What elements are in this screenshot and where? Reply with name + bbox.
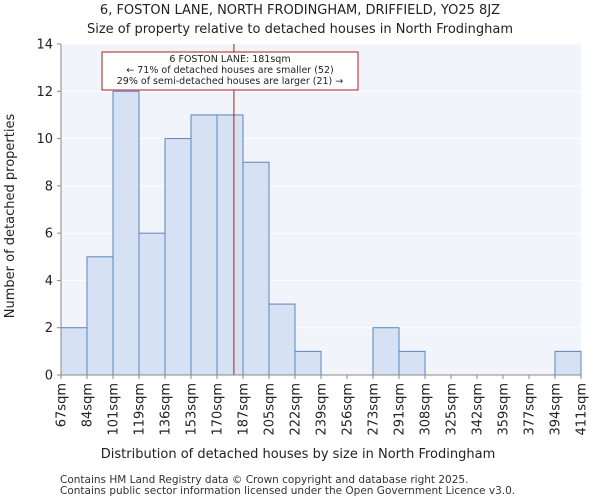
x-tick-label: 222sqm xyxy=(289,383,304,436)
x-tick-label: 411sqm xyxy=(575,383,590,436)
x-tick-label: 256sqm xyxy=(341,383,356,436)
histogram-bar xyxy=(138,232,166,376)
footer-line-2: Contains public sector information licen… xyxy=(60,485,515,497)
x-tick-label: 308sqm xyxy=(419,383,434,436)
x-tick-label: 291sqm xyxy=(393,383,408,436)
y-axis-ticks: 0 2 4 6 8 10 12 14 xyxy=(36,38,61,384)
x-tick-label: 377sqm xyxy=(523,383,538,436)
annotation-border xyxy=(101,51,359,91)
histogram-bar xyxy=(554,350,582,376)
y-tick-label: 6 xyxy=(45,227,53,242)
y-tick-label: 10 xyxy=(36,132,53,147)
histogram-bar xyxy=(294,350,322,376)
x-tick-label: 67sqm xyxy=(55,383,70,427)
y-tick-label: 2 xyxy=(45,321,53,336)
x-tick-label: 84sqm xyxy=(81,383,96,427)
annotation-line-3: 29% of semi-detached houses are larger (… xyxy=(117,76,344,87)
histogram-bar xyxy=(112,90,140,376)
x-tick-label: 136sqm xyxy=(159,383,174,436)
x-tick-label: 325sqm xyxy=(445,383,460,436)
footer-line-1: Contains HM Land Registry data © Crown c… xyxy=(60,474,468,486)
x-tick-label: 205sqm xyxy=(263,383,278,436)
y-tick-label: 4 xyxy=(45,274,53,289)
annotation-line-1: 6 FOSTON LANE: 181sqm xyxy=(169,54,290,65)
x-tick-label: 273sqm xyxy=(367,383,382,436)
histogram-bar xyxy=(216,114,244,376)
histogram-bar xyxy=(60,327,88,376)
bars xyxy=(60,90,582,376)
histogram-bar xyxy=(398,350,426,376)
chart-title: 6, FOSTON LANE, NORTH FRODINGHAM, DRIFFI… xyxy=(100,3,500,18)
histogram-bar xyxy=(86,256,114,376)
y-tick-label: 0 xyxy=(45,369,53,384)
y-tick-label: 12 xyxy=(36,85,53,100)
x-tick-label: 153sqm xyxy=(185,383,200,436)
x-tick-label: 359sqm xyxy=(497,383,512,436)
x-axis-label: Distribution of detached houses by size … xyxy=(101,447,496,462)
x-tick-label: 342sqm xyxy=(471,383,486,436)
annotation-line-2: ← 71% of detached houses are smaller (52… xyxy=(126,65,333,76)
x-axis-ticks: 67sqm 84sqm 101sqm 119sqm 136sqm 153sqm 170sqm… xyxy=(55,375,590,436)
x-tick-label: 187sqm xyxy=(237,383,252,436)
x-tick-label: 119sqm xyxy=(133,383,148,436)
annotation-box: 6 FOSTON LANE: 181sqm ← 71% of detached … xyxy=(101,51,359,91)
x-tick-label: 170sqm xyxy=(211,383,226,436)
histogram-bar xyxy=(242,161,270,376)
x-tick-label: 239sqm xyxy=(315,383,330,436)
histogram-bar xyxy=(190,114,218,376)
y-tick-label: 14 xyxy=(36,38,53,53)
y-axis-label: Number of detached properties xyxy=(3,114,18,319)
histogram-bar xyxy=(164,138,192,376)
x-tick-label: 101sqm xyxy=(107,383,122,436)
y-tick-label: 8 xyxy=(45,179,53,194)
histogram-bar xyxy=(372,327,400,376)
histogram-bar xyxy=(268,303,296,376)
x-tick-label: 394sqm xyxy=(549,383,564,436)
chart-subtitle: Size of property relative to detached ho… xyxy=(87,22,513,37)
